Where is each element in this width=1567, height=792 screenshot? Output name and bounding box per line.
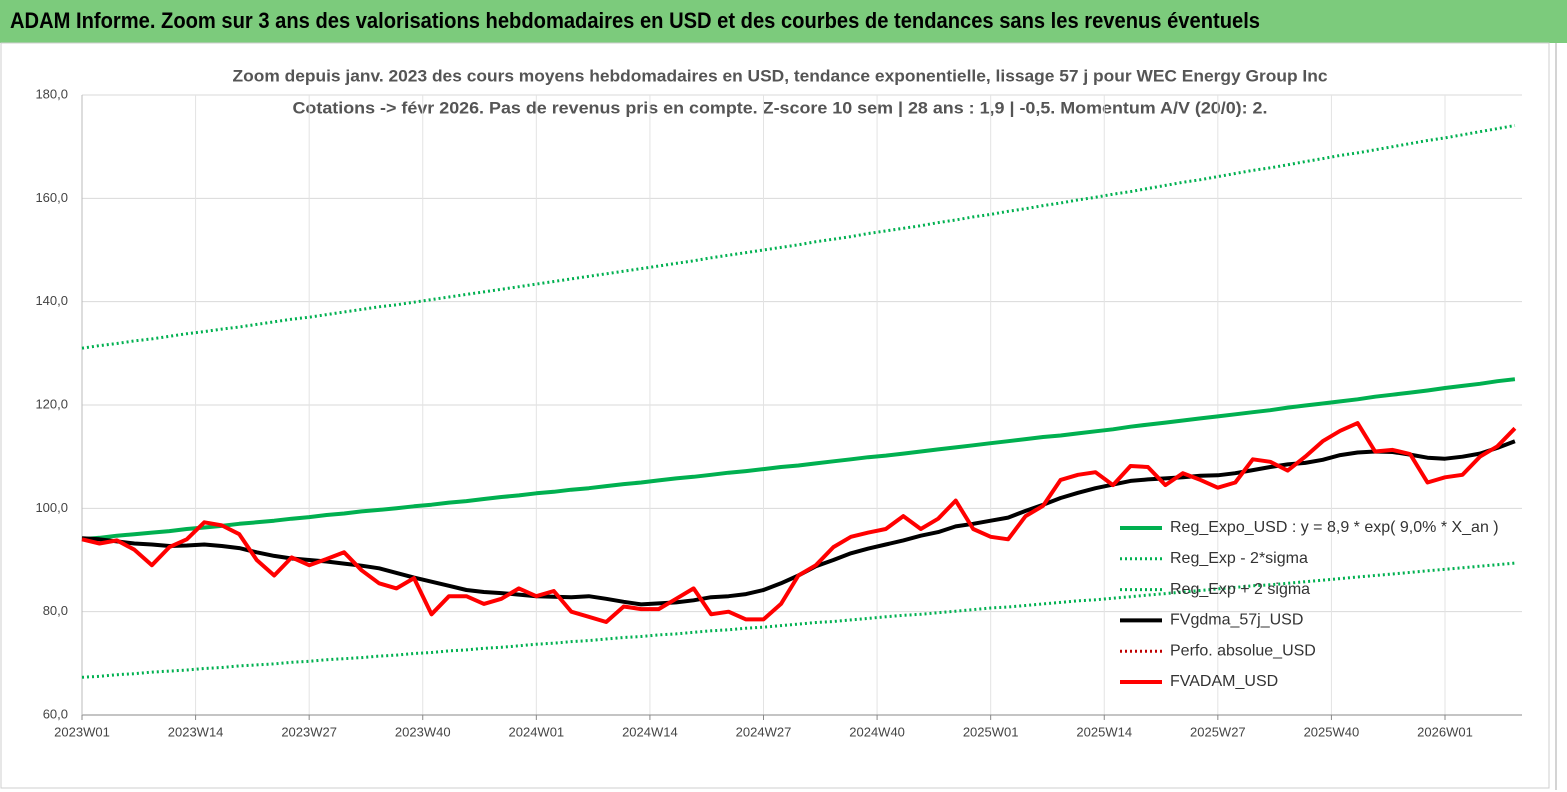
legend-label: Reg_Exp - 2*sigma <box>1170 550 1308 567</box>
chart-title: Zoom depuis janv. 2023 des cours moyens … <box>233 66 1328 85</box>
x-tick-label: 2025W27 <box>1190 724 1246 739</box>
legend-label: FVADAM_USD <box>1170 673 1278 690</box>
x-tick-label: 2024W27 <box>736 724 792 739</box>
y-tick-label: 60,0 <box>43 706 68 721</box>
x-tick-label: 2026W01 <box>1417 724 1473 739</box>
header-title: ADAM Informe. Zoom sur 3 ans des valoris… <box>10 8 1260 33</box>
series-line <box>81 421 1517 624</box>
x-tick-label: 2023W27 <box>281 724 337 739</box>
x-tick-label: 2023W40 <box>395 724 451 739</box>
x-tick-label: 2024W01 <box>509 724 565 739</box>
header-bar <box>0 0 1567 43</box>
y-tick-label: 140,0 <box>35 293 68 308</box>
x-tick-label: 2024W14 <box>622 724 678 739</box>
legend-label: Reg_Exp + 2 sigma <box>1170 581 1310 598</box>
x-tick-label: 2024W40 <box>849 724 905 739</box>
x-tick-label: 2023W01 <box>54 724 110 739</box>
x-tick-label: 2025W40 <box>1304 724 1360 739</box>
y-tick-label: 160,0 <box>35 190 68 205</box>
y-tick-label: 100,0 <box>35 500 68 515</box>
y-tick-label: 180,0 <box>35 86 68 101</box>
legend-label: Reg_Expo_USD : y = 8,9 * exp( 9,0% * X_a… <box>1170 519 1499 536</box>
legend-label: FVgdma_57j_USD <box>1170 612 1303 629</box>
chart-frame <box>0 42 1550 789</box>
series-line <box>81 124 1516 350</box>
x-tick-label: 2025W14 <box>1076 724 1132 739</box>
legend-label: Perfo. absolue_USD <box>1170 642 1316 659</box>
series-line <box>81 377 1516 542</box>
x-tick-label: 2023W14 <box>168 724 224 739</box>
chart-subtitle: Cotations -> févr 2026. Pas de revenus p… <box>293 98 1268 117</box>
y-tick-label: 120,0 <box>35 396 68 411</box>
x-tick-label: 2025W01 <box>963 724 1019 739</box>
y-tick-label: 80,0 <box>43 603 68 618</box>
